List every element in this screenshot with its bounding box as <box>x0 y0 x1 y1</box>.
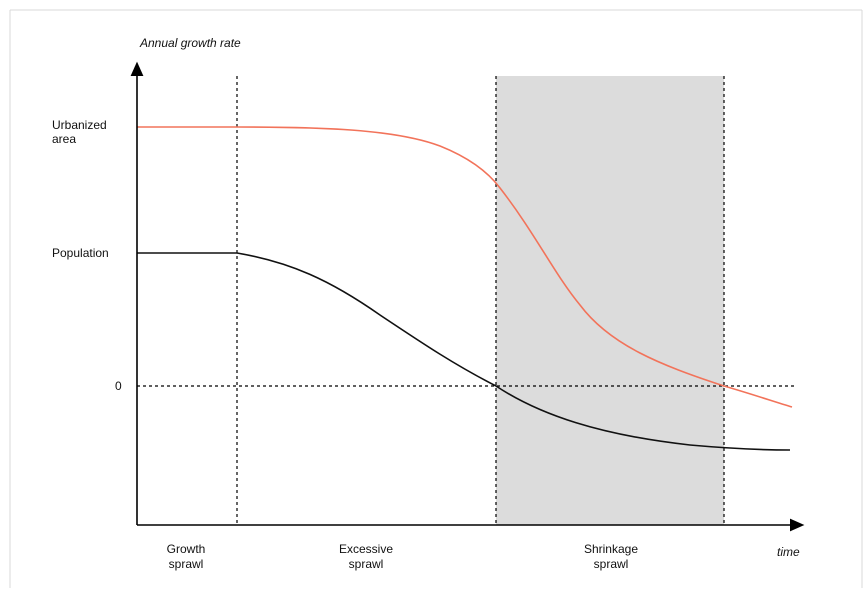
shrinkage-shaded-region <box>496 76 724 525</box>
phase-label-growth-sprawl: Growth sprawl <box>166 542 206 571</box>
phase-label-excessive-sprawl: Excessive sprawl <box>338 542 394 571</box>
population-curve <box>137 252 791 451</box>
y-axis-title: Annual growth rate <box>140 36 241 50</box>
x-axis-title: time <box>777 545 800 559</box>
urbanized-area-label: Urbanized area <box>52 118 107 146</box>
population-label: Population <box>52 246 109 260</box>
phase-label-shrinkage-sprawl: Shrinkage sprawl <box>583 542 639 571</box>
urbanized-area-curve <box>137 126 793 408</box>
zero-label: 0 <box>115 379 122 393</box>
